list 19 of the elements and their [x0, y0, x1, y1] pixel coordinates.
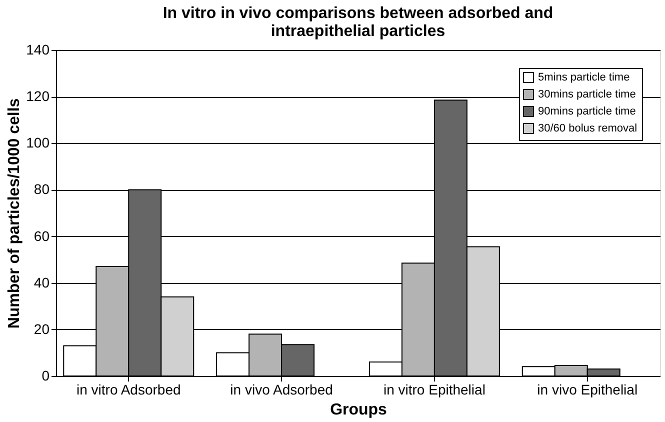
- x-tick-label: in vivo Epithelial: [537, 382, 638, 398]
- y-tick-label: 80: [34, 181, 50, 198]
- y-tick-label: 140: [26, 42, 50, 58]
- y-tick-label: 20: [34, 320, 50, 337]
- x-tick-label: in vitro Adsorbed: [76, 382, 181, 398]
- x-axis-title: Groups: [330, 402, 388, 418]
- y-axis-title: Number of particles/1000 cells: [6, 98, 24, 329]
- x-tick-label: in vitro Epithelial: [383, 382, 486, 398]
- x-tick-label: in vivo Adsorbed: [230, 382, 333, 398]
- y-tick-label: 40: [34, 274, 50, 290]
- legend-label: 90mins particle time: [538, 106, 636, 118]
- y-tick-label: 60: [34, 228, 50, 244]
- chart-title: In vitro in vivo comparisons between adsorbed and intraepithelial particles: [162, 5, 554, 40]
- y-tick-label: 100: [26, 134, 50, 151]
- y-tick-label: 0: [42, 368, 50, 384]
- legend-label: 5mins particle time: [538, 72, 630, 84]
- legend-label: 30/60 bolus removal: [538, 122, 638, 134]
- legend-label: 30mins particle time: [538, 88, 636, 100]
- y-tick-label: 120: [26, 88, 50, 104]
